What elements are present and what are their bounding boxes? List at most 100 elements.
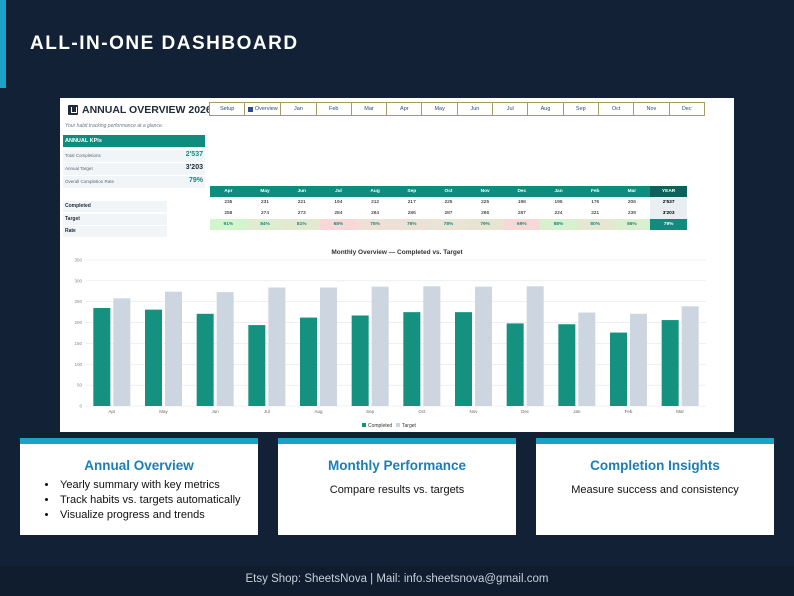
bar-completed-apr xyxy=(93,307,111,406)
kpi-value: 2'537 xyxy=(185,151,203,158)
table-cell: 287 xyxy=(444,211,453,216)
card-monthly-performance: Monthly Performance Compare results vs. … xyxy=(278,438,516,535)
table-header-cell: Jan xyxy=(540,186,577,197)
table-cell: 79% xyxy=(650,219,687,230)
page-title: ALL-IN-ONE DASHBOARD xyxy=(30,33,299,54)
x-tick-label: May xyxy=(159,409,168,414)
rate-cell: 81% xyxy=(283,219,321,230)
table-cell: 196 xyxy=(554,200,563,205)
tab-jan[interactable]: Jan xyxy=(280,102,317,116)
tab-apr[interactable]: Apr xyxy=(386,102,423,116)
x-tick-label: Jan xyxy=(573,409,581,414)
table-cell: 239 xyxy=(627,211,636,216)
table-header-cell: Apr xyxy=(210,186,247,197)
card-title: Monthly Performance xyxy=(327,458,467,473)
kpi-completion-rate: Overall Completion Rate 79% xyxy=(63,176,205,188)
spreadsheet-screenshot: ANNUAL OVERVIEW 2026 Setup Overview Jan … xyxy=(60,98,734,432)
monthly-table-rate-row: 91% 84% 81% 68% 75% 76% 78% 79% 69% 88% 80% 86% 79% xyxy=(210,219,687,230)
y-tick-label: 150 xyxy=(74,341,82,346)
kpi-total-completions: Total Completions 2'537 xyxy=(63,150,205,162)
kpi-label: Overall Completion Rate xyxy=(65,179,115,184)
table-cell: 274 xyxy=(261,211,270,216)
legend-label: Target xyxy=(402,423,417,429)
bar-completed-feb xyxy=(610,332,627,406)
kpi-label: Total Completions xyxy=(65,153,101,158)
card-completion-insights: Completion Insights Measure success and … xyxy=(536,438,774,535)
bar-target-jan xyxy=(578,312,596,406)
x-tick-label: Oct xyxy=(418,409,426,414)
legend-swatch xyxy=(362,423,366,427)
legend-label: Completed xyxy=(368,423,392,429)
table-cell: 206 xyxy=(627,200,636,205)
table-cell: 231 xyxy=(261,200,270,205)
legend-swatch xyxy=(396,423,400,427)
accent-bar xyxy=(0,0,6,88)
monthly-table-header: Apr May Jun Jul Aug Sep Oct Nov Dec Jan Feb Mar YEAR xyxy=(210,186,687,197)
tab-may[interactable]: May xyxy=(421,102,458,116)
bar-completed-mar xyxy=(661,320,679,406)
bar-completed-jul xyxy=(248,325,266,406)
x-tick-label: Sep xyxy=(366,409,375,414)
card-annual-overview: Annual Overview Yearly summary with key … xyxy=(20,438,258,535)
table-cell: 284 xyxy=(334,211,343,216)
table-cell: 286 xyxy=(407,211,416,216)
table-header-cell: Jul xyxy=(320,186,357,197)
table-cell: 194 xyxy=(334,200,343,205)
table-cell: 3'203 xyxy=(650,208,687,219)
card-bullet-list: Yearly summary with key metrics Track ha… xyxy=(38,478,241,523)
y-tick-label: 0 xyxy=(79,404,82,409)
bar-target-oct xyxy=(423,286,441,406)
y-tick-label: 250 xyxy=(74,299,82,304)
tab-dec[interactable]: Dec xyxy=(668,102,705,116)
x-tick-label: Mar xyxy=(676,409,684,414)
y-tick-label: 200 xyxy=(74,320,82,325)
bar-target-jul xyxy=(268,287,286,406)
table-cell: 221 xyxy=(297,200,306,205)
y-tick-label: 50 xyxy=(77,383,83,388)
table-cell: 258 xyxy=(224,211,233,216)
sheet-subtitle: Your habit tracking performance at a gla… xyxy=(65,123,164,129)
bar-target-apr xyxy=(113,298,131,406)
table-cell: 286 xyxy=(481,211,490,216)
card-accent-strip xyxy=(278,438,516,444)
table-cell: 198 xyxy=(517,200,526,205)
table-header-cell: Dec xyxy=(503,186,541,197)
y-tick-label: 350 xyxy=(74,258,82,263)
bar-completed-sep xyxy=(351,315,369,406)
x-tick-label: Jun xyxy=(212,409,220,414)
table-header-cell: Nov xyxy=(466,186,504,197)
y-tick-label: 300 xyxy=(74,278,82,283)
dashboard-icon xyxy=(68,105,78,115)
table-cell: 225 xyxy=(444,200,453,205)
card-title: Completion Insights xyxy=(590,458,720,473)
bar-target-feb xyxy=(630,313,647,406)
rate-cell: 69% xyxy=(503,219,541,230)
bar-target-aug xyxy=(320,287,337,406)
bar-target-sep xyxy=(371,286,389,406)
tab-feb[interactable]: Feb xyxy=(315,102,352,116)
bar-target-dec xyxy=(526,286,544,406)
sheet-tabs: Setup Overview Jan Feb Mar Apr May Jun J… xyxy=(209,102,705,116)
table-cell: 221 xyxy=(591,211,600,216)
x-tick-label: Feb xyxy=(625,409,633,414)
monthly-table-completed-row: 235 231 221 194 212 217 225 225 198 196 176 206 2'53… xyxy=(210,197,687,208)
table-cell: 224 xyxy=(554,211,563,216)
kpi-header: ANNUAL KPIs xyxy=(63,135,205,147)
list-item: Visualize progress and trends xyxy=(58,508,241,523)
sheet-title: ANNUAL OVERVIEW 2026 xyxy=(68,104,212,116)
table-cell: 273 xyxy=(297,211,306,216)
rate-cell: 84% xyxy=(246,219,284,230)
bar-target-mar xyxy=(681,306,699,406)
table-cell: 217 xyxy=(407,200,416,205)
monthly-table-target-row: 258 274 273 284 284 286 287 286 287 224 221 239 3'20… xyxy=(210,208,687,219)
kpi-value: 3'203 xyxy=(185,164,203,171)
rate-cell: 79% xyxy=(466,219,504,230)
table-header-cell: May xyxy=(246,186,284,197)
table-cell: 2'537 xyxy=(650,197,687,208)
bar-target-nov xyxy=(475,286,492,406)
bar-completed-aug xyxy=(300,317,317,406)
rate-cell: 91% xyxy=(210,219,247,230)
card-accent-strip xyxy=(536,438,774,444)
kpi-label: Annual Target xyxy=(65,166,93,171)
rate-cell: 86% xyxy=(613,219,651,230)
